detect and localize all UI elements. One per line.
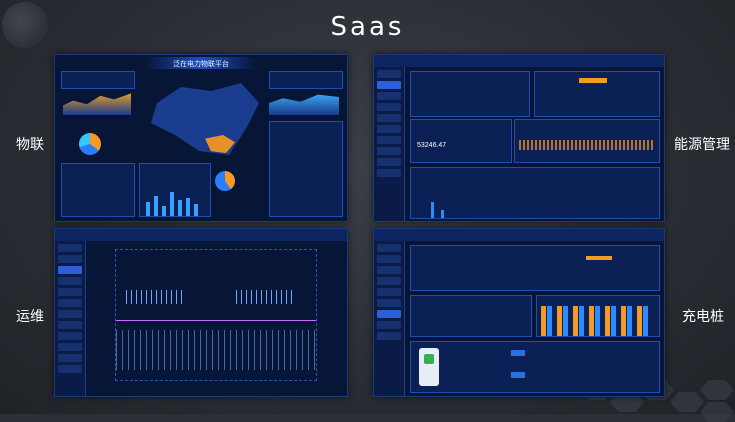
label-energy: 能源管理 [674,137,730,153]
value-panel: 53246.47 [410,119,512,163]
charger-panel [410,341,660,393]
sidebar [55,241,86,396]
info-panel [410,245,660,291]
globe-icon [2,2,48,48]
bar-panel [139,163,211,217]
info-panel [410,71,530,117]
header-bar [145,57,257,69]
table-panel [269,121,343,217]
topbar [374,229,664,241]
charger-icon [419,348,439,386]
donut-chart [79,133,101,155]
china-map [151,83,259,155]
iot-title: 泛在电力物联平台 [173,61,229,68]
area-chart [63,93,131,115]
topbar [374,55,664,67]
screenshot-iot[interactable]: 泛在电力物联平台 [54,54,348,222]
list-panel [61,163,135,217]
stat-panel [61,71,135,89]
map-highlight [205,135,235,153]
line-chart-panel [514,119,660,163]
screenshot-ops[interactable] [54,228,348,397]
screenshot-charging[interactable] [373,228,665,397]
sidebar [374,241,405,396]
area-chart [269,94,339,115]
bar-panel [410,167,660,219]
hex-decoration [610,392,644,412]
label-iot: 物联 [16,137,44,153]
energy-value: 53246.47 [417,142,447,149]
screenshot-energy[interactable]: 53246.47 [373,54,665,222]
page-title: Saas [330,12,405,42]
label-charging: 充电桩 [682,309,724,325]
stat-panel [269,71,343,89]
topbar [55,229,347,241]
hex-decoration [700,380,734,400]
table-panel [410,295,532,337]
bar-panel [536,295,660,337]
sidebar [374,67,405,221]
donut-chart [215,171,235,191]
tree-panel [534,71,660,117]
wiring-diagram [115,249,317,381]
hex-decoration [670,392,704,412]
label-ops: 运维 [16,309,44,325]
